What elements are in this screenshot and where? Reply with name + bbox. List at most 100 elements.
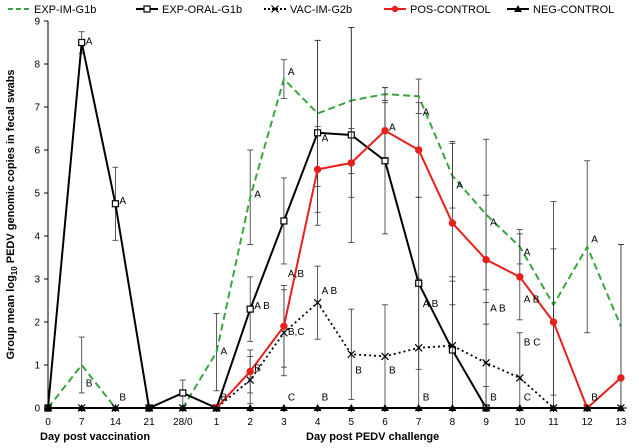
data-point <box>381 126 389 135</box>
data-point <box>246 305 254 313</box>
annotation-label: A <box>221 346 228 357</box>
annotation-label: A <box>591 234 598 245</box>
x-tick-label: 28/0 <box>173 417 193 428</box>
x-tick-label: 7 <box>416 417 422 428</box>
data-point <box>482 255 490 264</box>
x-axis-title-challenge: Day post PEDV challenge <box>306 431 439 443</box>
data-point <box>313 404 322 411</box>
series-exp-im-g1b <box>47 27 624 409</box>
data-point <box>482 404 491 411</box>
series-pos-control <box>212 102 625 412</box>
data-point <box>111 404 120 411</box>
data-point <box>347 159 355 167</box>
data-point <box>414 343 423 352</box>
x-tick-label: 2 <box>247 417 253 428</box>
annotation-label: A <box>423 108 430 119</box>
x-tick-label: 6 <box>382 417 388 428</box>
y-tick-label: 7 <box>34 103 40 114</box>
annotation-label: C <box>288 392 295 403</box>
y-tick-label: 2 <box>34 318 40 329</box>
annotation-label: A B <box>490 303 506 314</box>
y-tick-label: 1 <box>34 361 40 372</box>
annotation-label: B <box>389 366 396 377</box>
y-tick-label: 6 <box>34 146 40 157</box>
data-point <box>515 373 524 382</box>
x-tick-label: 1 <box>214 417 220 428</box>
annotation-label: B <box>86 379 93 390</box>
data-point <box>78 38 86 47</box>
data-point <box>549 404 558 411</box>
annotation-label: B <box>254 363 261 374</box>
legend-item: POS-CONTROL <box>384 4 491 16</box>
y-tick-label: 4 <box>34 232 40 243</box>
x-tick-labels: 0 7 14 21 28/0 1 2 3 4 5 6 7 8 9 10 11 12 13 <box>45 408 627 428</box>
series-line <box>47 42 487 410</box>
x-tick-label: 12 <box>582 417 594 428</box>
y-tick-label: 8 <box>34 60 40 71</box>
x-tick-label: 5 <box>349 417 355 428</box>
legend-label: POS-CONTROL <box>410 4 491 16</box>
y-axis-title: Group mean log10 PEDV genomic copies in … <box>5 69 19 359</box>
data-point <box>448 219 457 227</box>
x-tick-label: 4 <box>315 417 321 428</box>
annotation-label: A B <box>423 299 439 310</box>
data-point <box>280 322 288 330</box>
legend-item: NEG-CONTROL <box>507 4 614 16</box>
legend-item: EXP-IM-G1b <box>8 4 96 16</box>
y-tick-label: 0 <box>34 404 40 415</box>
annotation-label: A <box>86 37 93 48</box>
data-point <box>415 146 423 154</box>
data-point <box>616 404 625 411</box>
annotation-label: A <box>389 123 396 134</box>
annotation-label: B <box>490 392 497 403</box>
data-point <box>583 404 592 411</box>
annotation-label: A <box>322 133 329 144</box>
annotation-label: B <box>221 392 228 403</box>
y-tick-label: 5 <box>34 189 40 200</box>
data-point <box>246 367 254 376</box>
data-point <box>279 404 288 411</box>
data-point <box>212 404 221 411</box>
annotation-label: B,C <box>288 327 305 338</box>
annotation-label: B C <box>524 338 541 349</box>
y-axis-title-text: Group mean log10 PEDV genomic copies in … <box>5 69 19 359</box>
series-exp-oral-g1b <box>44 27 490 412</box>
legend-label: EXP-ORAL-G1b <box>162 4 242 16</box>
data-point <box>448 341 457 350</box>
annotation-label: A <box>288 67 295 78</box>
annotation-label: A <box>456 181 463 192</box>
annotation-label: A <box>524 247 531 258</box>
annotation-label: B <box>119 392 126 403</box>
significance-annotations: A B A B B A A A B B A A,B B,C C A B A B B A B A A B B A A B A B A … <box>86 37 599 404</box>
legend: EXP-IM-G1b EXP-ORAL-G1b VAC-IM-G2b POS-CONT… <box>8 4 614 16</box>
data-point <box>617 374 625 382</box>
annotation-label: B <box>591 392 598 403</box>
data-point <box>549 318 558 326</box>
annotation-label: A <box>490 217 497 228</box>
data-point <box>381 404 389 411</box>
annotation-label: B <box>355 366 362 377</box>
legend-label: NEG-CONTROL <box>533 4 614 16</box>
annotation-label: A B <box>322 286 338 297</box>
annotation-label: A <box>119 196 126 207</box>
x-tick-label: 14 <box>110 417 122 428</box>
data-point <box>482 358 491 367</box>
annotation-label: B <box>423 392 430 403</box>
data-point <box>280 217 288 225</box>
x-tick-label: 21 <box>144 417 156 428</box>
data-point <box>179 389 187 397</box>
data-point <box>111 200 120 208</box>
legend-marker <box>143 5 151 13</box>
x-tick-label: 3 <box>281 417 287 428</box>
y-tick-labels: 0 1 2 3 4 5 6 7 8 9 <box>34 17 48 415</box>
series-line <box>47 77 622 409</box>
data-point <box>313 165 322 174</box>
data-point <box>516 273 524 281</box>
data-point <box>77 404 86 411</box>
data-point <box>246 404 255 411</box>
data-point <box>313 298 322 307</box>
data-point <box>381 352 389 361</box>
annotation-label: C <box>524 392 531 403</box>
x-tick-label: 8 <box>450 417 456 428</box>
